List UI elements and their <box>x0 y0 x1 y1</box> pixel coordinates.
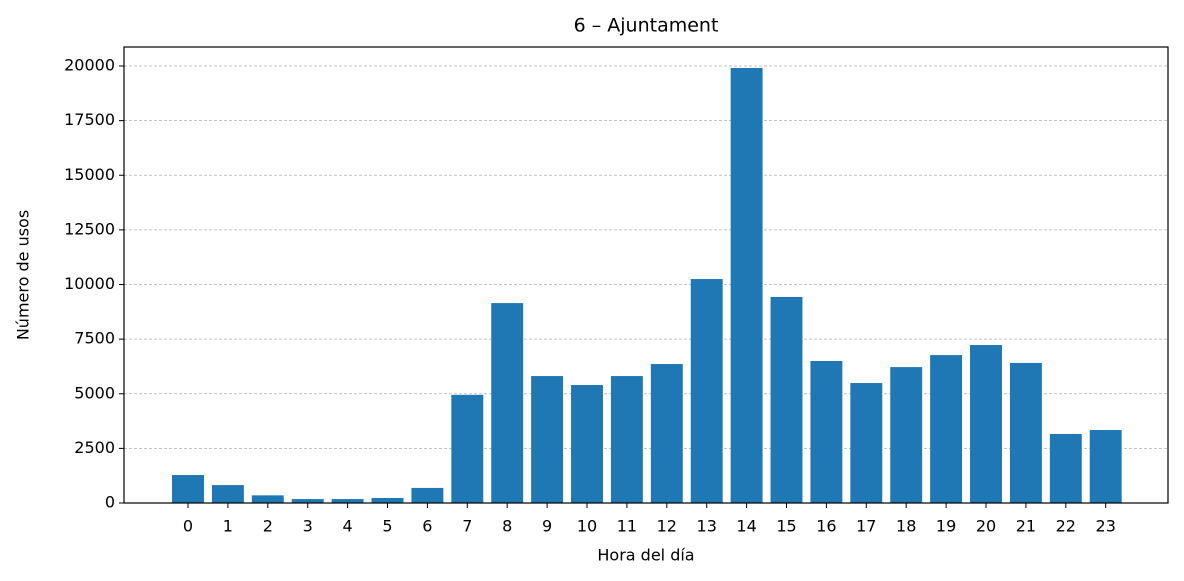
bar <box>1089 430 1122 503</box>
y-tick-label: 0 <box>105 493 115 512</box>
y-axis-label: Número de usos <box>14 210 33 340</box>
x-tick-label: 22 <box>1056 517 1076 536</box>
bar <box>172 475 204 503</box>
x-tick-label: 7 <box>462 517 472 536</box>
y-tick-label: 15000 <box>64 165 115 184</box>
bar <box>331 499 364 503</box>
x-tick-label: 11 <box>617 517 637 536</box>
chart-title: 6 – Ajuntament <box>574 15 719 37</box>
bar <box>251 495 284 503</box>
bar <box>730 67 763 504</box>
y-tick-label: 7500 <box>74 329 115 348</box>
y-tick-label: 20000 <box>64 56 115 75</box>
x-tick-label: 18 <box>896 517 916 536</box>
x-tick-label: 16 <box>816 517 836 536</box>
x-tick-label: 10 <box>577 517 597 536</box>
x-tick-label: 17 <box>856 517 876 536</box>
x-tick-label: 0 <box>183 517 193 536</box>
y-tick-label: 10000 <box>64 274 115 293</box>
bar <box>491 303 524 503</box>
y-tick-label: 17500 <box>64 110 115 129</box>
bar <box>211 485 244 503</box>
x-tick-label: 8 <box>502 517 512 536</box>
y-tick-label: 5000 <box>74 383 115 402</box>
bar <box>371 497 404 503</box>
bar <box>890 367 923 503</box>
x-tick-label: 1 <box>223 517 233 536</box>
x-tick-label: 14 <box>736 517 756 536</box>
x-tick-label: 2 <box>263 517 273 536</box>
bar <box>531 376 564 503</box>
bar <box>650 364 683 503</box>
bar <box>571 385 603 503</box>
y-tick-label: 12500 <box>64 219 115 238</box>
x-tick-label: 19 <box>936 517 956 536</box>
x-tick-label: 13 <box>697 517 717 536</box>
bar <box>1049 433 1082 503</box>
x-tick-label: 9 <box>542 517 552 536</box>
bar <box>810 360 843 503</box>
x-tick-label: 12 <box>657 517 677 536</box>
plot-frame <box>123 46 1169 504</box>
x-tick-label: 20 <box>976 517 996 536</box>
bar <box>690 279 723 503</box>
bar <box>770 296 803 503</box>
bar <box>451 394 484 503</box>
y-tick-label: 2500 <box>74 438 115 457</box>
bar <box>291 499 324 503</box>
bar <box>411 487 444 503</box>
x-tick-label: 21 <box>1016 517 1036 536</box>
x-tick-label: 6 <box>422 517 432 536</box>
x-axis-label: Hora del día <box>597 546 694 565</box>
bar <box>970 345 1002 503</box>
x-tick-label: 23 <box>1096 517 1116 536</box>
bar <box>930 355 963 503</box>
bar <box>1009 362 1042 503</box>
x-tick-label: 5 <box>382 517 392 536</box>
x-tick-label: 4 <box>343 517 353 536</box>
bar <box>850 383 883 503</box>
bar <box>610 376 643 503</box>
x-tick-label: 15 <box>776 517 796 536</box>
x-tick-label: 3 <box>303 517 313 536</box>
